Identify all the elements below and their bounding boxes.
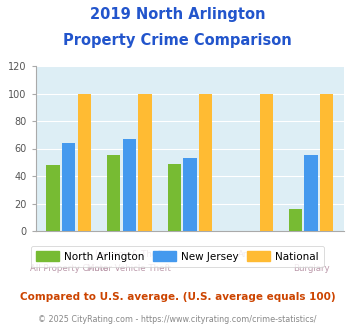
Bar — [289, 209, 302, 231]
Bar — [320, 93, 333, 231]
Bar — [138, 93, 152, 231]
Bar — [78, 93, 91, 231]
Bar — [47, 165, 60, 231]
Text: 2019 North Arlington: 2019 North Arlington — [90, 7, 265, 21]
Legend: North Arlington, New Jersey, National: North Arlington, New Jersey, National — [31, 246, 324, 267]
Text: Motor Vehicle Theft: Motor Vehicle Theft — [87, 264, 171, 273]
Text: Arson: Arson — [238, 250, 263, 259]
Bar — [183, 158, 197, 231]
Bar — [199, 93, 212, 231]
Bar — [62, 143, 76, 231]
Bar — [107, 155, 120, 231]
Text: Compared to U.S. average. (U.S. average equals 100): Compared to U.S. average. (U.S. average … — [20, 292, 335, 302]
Bar — [123, 139, 136, 231]
Bar — [304, 155, 318, 231]
Text: Burglary: Burglary — [293, 264, 329, 273]
Bar — [168, 164, 181, 231]
Bar — [260, 93, 273, 231]
Text: All Property Crime: All Property Crime — [30, 264, 108, 273]
Text: © 2025 CityRating.com - https://www.cityrating.com/crime-statistics/: © 2025 CityRating.com - https://www.city… — [38, 315, 317, 324]
Text: Property Crime Comparison: Property Crime Comparison — [63, 33, 292, 48]
Text: Larceny & Theft: Larceny & Theft — [95, 250, 164, 259]
